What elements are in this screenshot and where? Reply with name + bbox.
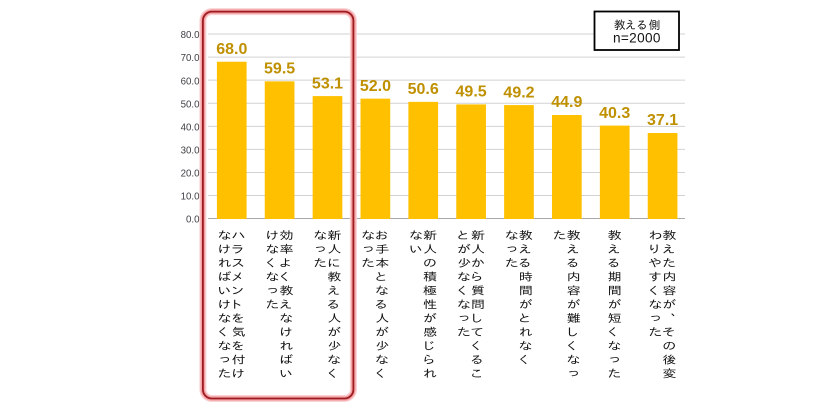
svg-text:68.0: 68.0	[216, 41, 247, 58]
svg-text:40.0: 40.0	[181, 122, 200, 133]
svg-text:30.0: 30.0	[181, 146, 200, 157]
svg-text:40.3: 40.3	[599, 105, 630, 122]
svg-text:59.5: 59.5	[264, 61, 295, 78]
svg-text:52.0: 52.0	[360, 78, 391, 95]
svg-text:10.0: 10.0	[181, 192, 200, 203]
svg-text:49.2: 49.2	[503, 84, 534, 101]
svg-text:53.1: 53.1	[312, 75, 343, 92]
svg-text:20.0: 20.0	[181, 169, 200, 180]
svg-text:44.9: 44.9	[551, 94, 582, 111]
svg-text:37.1: 37.1	[647, 112, 678, 129]
svg-text:60.0: 60.0	[181, 76, 200, 87]
svg-text:n=2000: n=2000	[613, 30, 661, 45]
svg-text:49.5: 49.5	[456, 84, 487, 101]
svg-text:70.0: 70.0	[181, 53, 200, 64]
svg-text:50.6: 50.6	[408, 81, 439, 98]
svg-text:50.0: 50.0	[181, 99, 200, 110]
svg-text:80.0: 80.0	[181, 30, 200, 41]
svg-text:0.0: 0.0	[186, 215, 200, 226]
